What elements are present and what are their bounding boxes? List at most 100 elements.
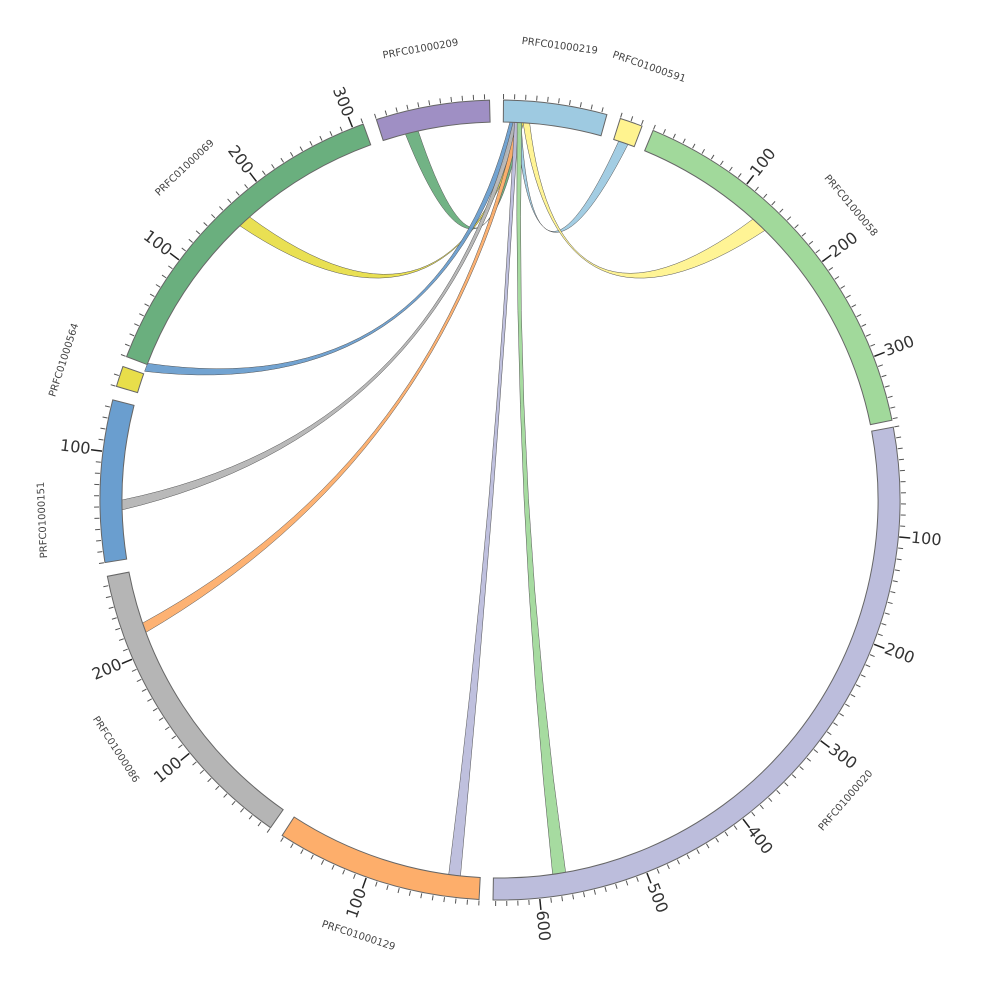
minor-tick [431,895,434,901]
major-tick [121,658,133,665]
minor-tick [763,193,768,199]
minor-tick [801,232,807,237]
minor-tick [227,198,232,203]
tick-label: 300 [882,331,917,360]
minor-tick [168,265,173,270]
major-tick [539,898,542,911]
minor-tick [877,364,883,367]
minor-tick [786,216,792,221]
minor-tick [195,230,201,235]
minor-tick [877,633,883,637]
minor-tick [771,201,776,206]
segment-label: PRFC01000069 [154,138,217,199]
minor-tick [813,749,819,754]
segment: PRFC01000209 [374,37,491,142]
minor-tick [861,323,867,327]
minor-tick [834,276,840,280]
segment-arc [502,99,608,137]
minor-tick [329,131,333,137]
chord [516,122,629,233]
minor-tick [815,249,821,254]
minor-tick [235,191,240,196]
segment-label: PRFC01000151 [36,481,50,558]
minor-tick [894,425,900,428]
minor-tick [890,591,896,594]
minor-tick [851,304,857,308]
minor-tick [360,118,364,124]
segment-label: PRFC01000129 [320,919,396,953]
minor-tick [439,98,442,104]
minor-tick [147,698,152,702]
tick-label: 100 [59,436,92,459]
minor-tick [290,843,294,849]
minor-tick [705,843,710,849]
minor-tick [164,726,170,731]
minor-tick [733,825,738,830]
major-tick [249,172,258,182]
minor-tick [856,313,862,318]
minor-tick [104,405,111,408]
minor-tick [144,303,150,307]
minor-tick [869,654,875,658]
minor-tick [155,284,161,288]
minor-tick [593,889,596,895]
minor-tick [122,648,128,652]
segment: 100 PRFC01000151 [36,399,135,565]
minor-tick [615,883,618,889]
minor-tick [656,868,660,874]
major-tick [899,536,911,539]
minor-tick [124,343,130,347]
minor-tick [129,333,135,337]
minor-tick [590,104,593,110]
minor-tick [890,406,896,409]
minor-tick [686,854,690,860]
tick-label: 100 [910,528,942,550]
minor-tick [550,897,552,903]
minor-tick [374,113,377,119]
minor-tick [601,107,604,113]
minor-tick [299,146,303,152]
major-tick [347,116,354,128]
minor-tick [844,703,850,707]
major-tick [874,351,885,357]
minor-tick [309,141,313,146]
major-tick [821,254,832,263]
minor-tick [696,849,700,854]
minor-tick [870,343,876,347]
minor-tick [666,864,670,870]
minor-tick [652,124,656,130]
minor-tick [779,208,784,213]
minor-tick [103,585,109,588]
minor-tick [808,240,814,245]
minor-tick [625,880,629,886]
segment-arc [613,117,643,148]
minor-tick [408,890,411,896]
minor-tick [211,214,216,219]
minor-tick [676,859,680,865]
minor-tick [428,100,431,106]
minor-tick [257,821,262,827]
minor-tick [266,828,271,833]
minor-tick [881,374,887,378]
minor-tick [178,744,183,749]
tick-label: 500 [643,880,672,915]
minor-tick [720,160,724,166]
minor-tick [342,869,346,875]
tick-label: 100 [150,753,186,787]
minor-tick [776,789,781,795]
minor-tick [443,897,446,903]
minor-tick [339,126,343,132]
minor-tick [158,717,164,721]
minor-tick [845,294,851,299]
minor-tick [887,395,893,399]
minor-tick [662,129,666,135]
minor-tick [737,173,742,178]
minor-tick [630,116,634,122]
tick-label: 300 [825,739,861,773]
minor-tick [839,713,844,717]
minor-tick [199,769,205,774]
major-tick [820,740,830,748]
segment-label: PRFC01000591 [611,50,687,85]
